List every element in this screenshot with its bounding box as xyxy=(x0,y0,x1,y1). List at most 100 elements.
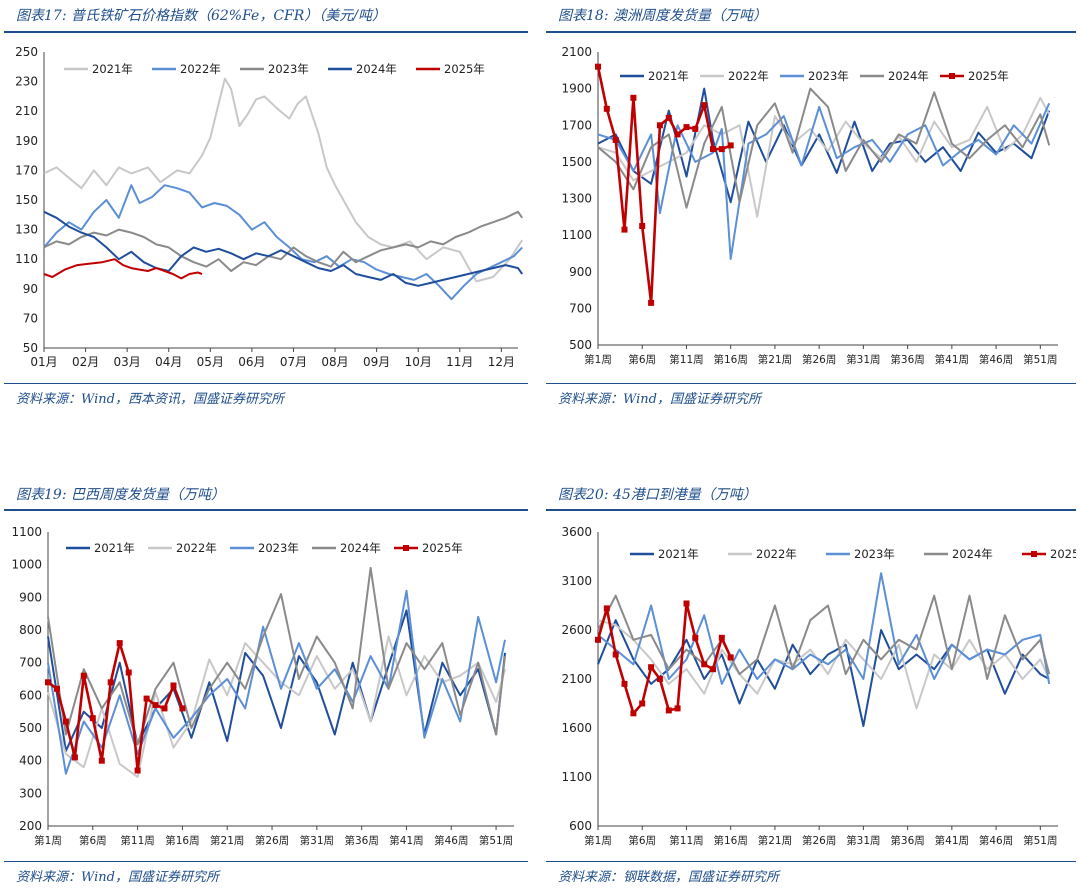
y-tick-label: 210 xyxy=(15,104,38,118)
series-line-2025年 xyxy=(47,641,184,772)
x-tick-label: 07月 xyxy=(280,355,307,369)
series-line-2025年 xyxy=(43,258,203,280)
legend-label: 2025年 xyxy=(422,541,463,555)
data-point xyxy=(621,226,628,233)
australia-shipments-chart: 500700900110013001500170019002100第1周 第6周第… xyxy=(561,45,1058,366)
data-point xyxy=(701,102,708,109)
data-point xyxy=(674,705,681,712)
y-tick-label: 110 xyxy=(15,252,38,266)
legend-label: 2025年 xyxy=(444,62,485,76)
x-tick-label: 第21周 xyxy=(758,834,792,847)
data-point xyxy=(683,124,690,131)
y-tick-label: 2600 xyxy=(561,623,592,637)
y-tick-label: 1500 xyxy=(561,155,592,169)
data-point xyxy=(170,682,177,689)
data-point xyxy=(134,767,141,774)
y-tick-label: 1000 xyxy=(11,558,42,572)
data-point xyxy=(656,122,663,129)
title-rule xyxy=(4,31,528,33)
data-point xyxy=(71,754,78,761)
x-tick-label: 第41周 xyxy=(935,353,969,366)
x-tick-label: 04月 xyxy=(155,355,182,369)
series-line-2023年 xyxy=(597,102,1051,260)
x-tick-label: 第16周 xyxy=(714,834,748,847)
y-tick-label: 900 xyxy=(19,590,42,604)
x-tick-label: 11月 xyxy=(446,355,473,369)
y-tick-label: 1100 xyxy=(11,525,42,539)
legend-label: 2023年 xyxy=(854,547,895,561)
x-tick-label: 09月 xyxy=(363,355,390,369)
port-arrivals-chart: 600 1100 1600 2100 2600 3100 3600 第1周 第6周 第11周 第16… xyxy=(561,525,1076,847)
data-point xyxy=(45,679,51,686)
series-line-2024年 xyxy=(597,594,1051,680)
data-point xyxy=(89,715,96,722)
data-point xyxy=(152,702,159,709)
x-tick-label: 第41周 xyxy=(935,834,969,847)
data-point xyxy=(161,705,168,712)
title-rule xyxy=(546,31,1076,33)
x-tick-label: 第51周 xyxy=(1023,353,1057,366)
x-tick-label: 第31周 xyxy=(300,834,334,847)
x-tick-label: 第26周 xyxy=(802,353,836,366)
x-tick-label: 第51周 xyxy=(479,834,513,847)
data-point xyxy=(701,661,708,668)
series-line-2024年 xyxy=(597,87,1051,209)
data-point xyxy=(612,651,619,658)
x-tick-label: 第6周 xyxy=(628,353,656,366)
source-note: 资料来源：Wind，西本资讯，国盛证券研究所 xyxy=(16,392,284,407)
series-line-2021年 xyxy=(597,619,1050,727)
x-tick-label: 第11周 xyxy=(120,834,154,847)
data-point xyxy=(80,672,87,679)
x-tick-label: 第21周 xyxy=(758,353,792,366)
data-point xyxy=(179,705,186,712)
series-line-2022年 xyxy=(597,96,1051,218)
y-tick-label: 230 xyxy=(15,75,38,89)
data-point xyxy=(692,125,699,132)
y-tick-label: 700 xyxy=(569,301,592,315)
series-line-2025年 xyxy=(596,602,732,715)
data-point xyxy=(648,664,655,671)
data-point xyxy=(718,146,725,153)
y-tick-label: 170 xyxy=(15,163,38,177)
y-tick-label: 190 xyxy=(15,134,38,148)
data-point xyxy=(612,136,619,143)
series-line-2022年 xyxy=(47,635,506,778)
legend-label: 2024年 xyxy=(356,62,397,76)
y-tick-label: 500 xyxy=(19,721,42,735)
y-tick-label: 900 xyxy=(569,265,592,279)
x-tick-label: 第11周 xyxy=(669,353,703,366)
y-tick-label: 600 xyxy=(569,819,592,833)
x-tick-label: 第46周 xyxy=(979,353,1013,366)
data-point xyxy=(62,718,69,725)
x-tick-label: 第26周 xyxy=(255,834,289,847)
series-line-2025年 xyxy=(596,66,732,305)
x-tick-label: 05月 xyxy=(197,355,224,369)
y-tick-label: 130 xyxy=(15,223,38,237)
data-point xyxy=(595,63,601,70)
data-point xyxy=(692,634,699,641)
y-tick-label: 50 xyxy=(23,341,38,355)
legend-label: 2025年 xyxy=(968,69,1009,83)
data-point xyxy=(107,679,114,686)
data-point xyxy=(710,666,716,673)
x-tick-label: 第46周 xyxy=(434,834,468,847)
x-tick-label: 第16周 xyxy=(165,834,199,847)
y-tick-label: 300 xyxy=(19,786,42,800)
data-point xyxy=(603,105,610,112)
source-rule xyxy=(546,861,1076,862)
chart-title: 图表18: 澳洲周度发货量（万吨） xyxy=(558,8,767,24)
legend-label: 2023年 xyxy=(268,62,309,76)
source-rule xyxy=(4,861,528,862)
legend-label: 2023年 xyxy=(808,69,849,83)
data-point xyxy=(718,634,725,641)
source-note: 资料来源：Wind，国盛证券研究所 xyxy=(16,870,219,885)
x-tick-label: 第31周 xyxy=(846,834,880,847)
data-point xyxy=(727,142,734,149)
legend-label: 2022年 xyxy=(728,69,769,83)
x-tick-label: 第1周 xyxy=(584,353,612,366)
title-rule xyxy=(546,509,1076,511)
legend-label: 2021年 xyxy=(92,62,133,76)
data-point xyxy=(639,700,646,707)
x-tick-label: 第36周 xyxy=(890,834,924,847)
data-point xyxy=(143,695,150,702)
